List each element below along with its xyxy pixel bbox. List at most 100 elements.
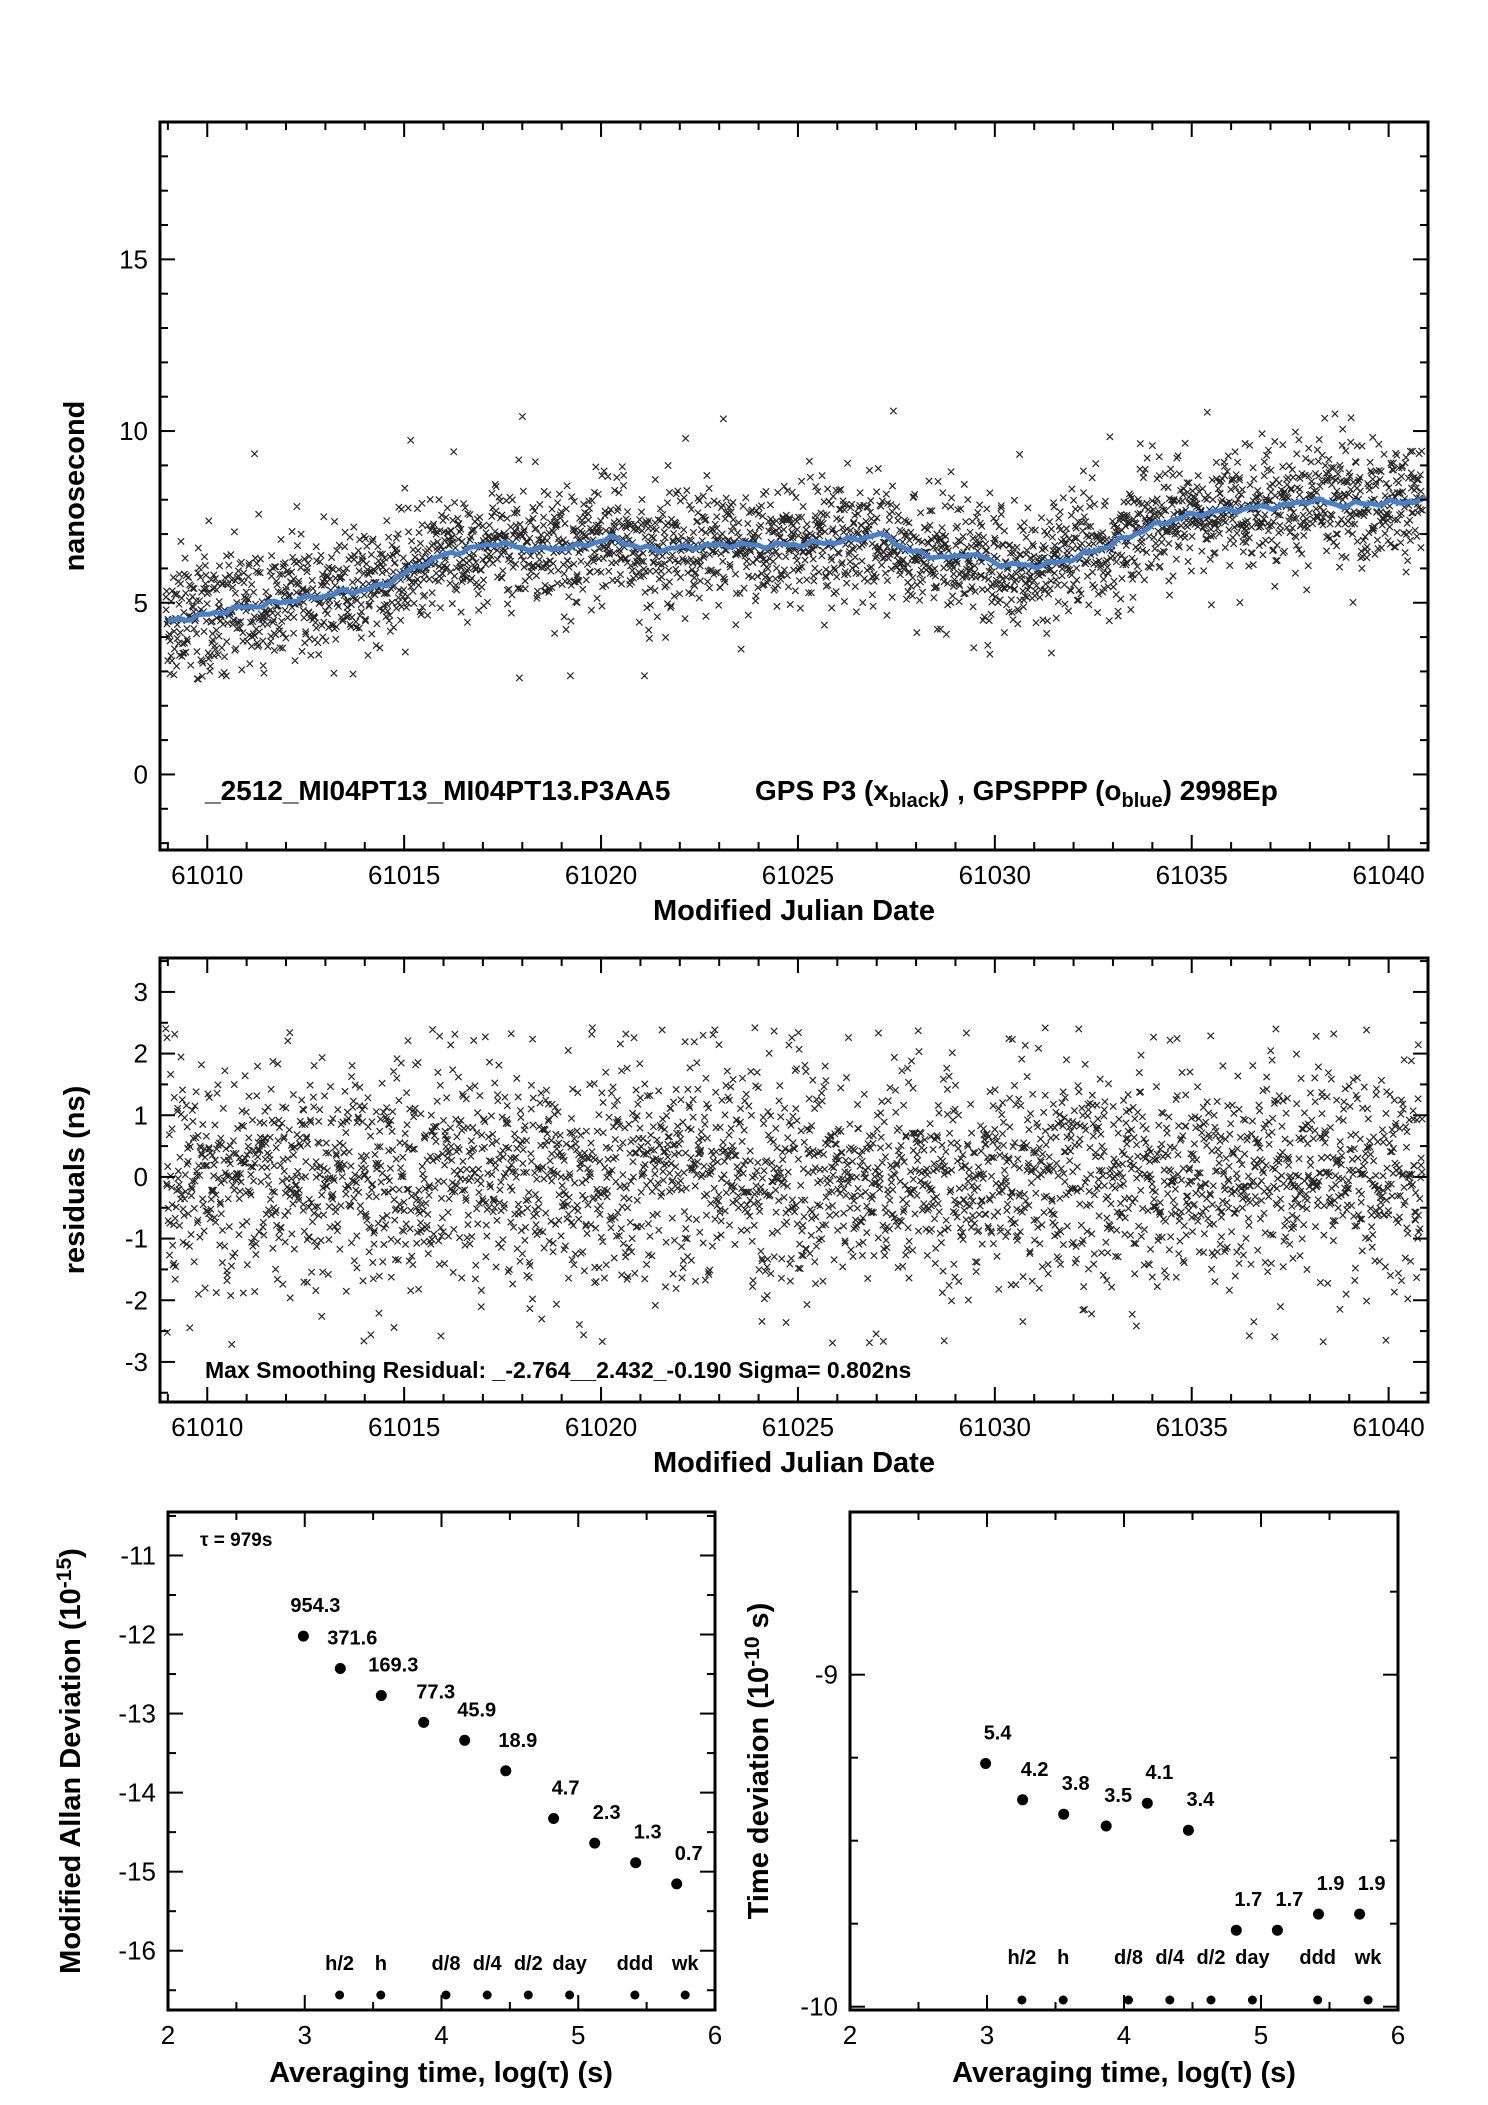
deviation-value-label: 4.2 <box>1021 1759 1049 1781</box>
x-tick-label: 61040 <box>1352 860 1424 890</box>
y-tick-label: -9 <box>815 1660 838 1690</box>
x-tick-label: 3 <box>298 2020 312 2050</box>
x-tick-label: 61010 <box>171 860 243 890</box>
tau-annotation: τ = 979s <box>200 1530 272 1551</box>
x-tick-label: 4 <box>1117 2020 1131 2050</box>
time-mark-dot <box>1247 1995 1257 2005</box>
deviation-point <box>630 1857 642 1869</box>
time-mark-label: d/2 <box>514 1953 543 1975</box>
deviation-point <box>1230 1924 1242 1936</box>
time-mark-label: d/2 <box>1197 1947 1226 1969</box>
residuals-plot-ylabel: residuals (ns) <box>59 1086 91 1275</box>
deviation-value-label: 1.9 <box>1358 1873 1386 1895</box>
y-tick-label: 10 <box>119 416 148 446</box>
time-mark-label: wk <box>671 1953 700 1975</box>
time-mark-dot <box>523 1990 533 2000</box>
gps-plot-ylabel: nanosecond <box>59 401 91 572</box>
deviation-value-label: 371.6 <box>327 1628 377 1650</box>
time-mark-dot <box>1313 1995 1323 2005</box>
y-tick-label: -11 <box>120 1540 156 1570</box>
x-tick-label: 61025 <box>762 860 834 890</box>
time-mark-dot <box>565 1990 575 2000</box>
time-mark-label: wk <box>1354 1947 1383 1969</box>
deviation-value-label: 5.4 <box>984 1723 1013 1745</box>
y-tick-label: 3 <box>134 977 148 1007</box>
deviation-value-label: 3.5 <box>1104 1785 1132 1807</box>
time-mark-dot <box>1206 1995 1216 2005</box>
deviation-point <box>1100 1820 1112 1832</box>
time-mark-dot <box>441 1990 451 2000</box>
time-mark-label: h/2 <box>325 1953 354 1975</box>
time-mark-label: ddd <box>1299 1947 1336 1969</box>
deviation-value-label: 18.9 <box>498 1730 537 1752</box>
axes-frame <box>166 1510 717 2012</box>
time-mark-label: d/8 <box>432 1953 461 1975</box>
deviation-points: 954.3 371.6 169.3 77.345.918.9 4.7 2.3 1.3 0.7 <box>290 1595 703 1890</box>
y-tick-label: -3 <box>125 1347 148 1377</box>
averaging-time-marks: h/2 h d/8 d/4 d/2 day ddd wk <box>1007 1947 1382 2005</box>
deviation-value-label: 0.7 <box>675 1843 703 1865</box>
deviation-point <box>671 1878 683 1890</box>
y-tick-label: 15 <box>119 244 148 274</box>
y-tick-label: -15 <box>118 1857 156 1887</box>
x-tick-label: 61015 <box>368 860 440 890</box>
x-tick-label: 3 <box>980 2020 994 2050</box>
tdev-plot-ylabel: Time deviation (10-10 s) <box>741 1603 775 1920</box>
time-mark-dot <box>1165 1995 1175 2005</box>
time-mark-dot <box>376 1990 386 2000</box>
deviation-value-label: 1.7 <box>1234 1889 1262 1911</box>
y-tick-label: -14 <box>118 1778 156 1808</box>
x-tick-label: 61040 <box>1352 1412 1424 1442</box>
y-tick-label: 5 <box>134 588 148 618</box>
x-tick-label: 61030 <box>959 1412 1031 1442</box>
y-tick-label: -1 <box>125 1224 148 1254</box>
deviation-point <box>1354 1908 1366 1920</box>
tick-labels: 61010 61015 61020 61025 61030 61035 61040 -3 -2 -… <box>125 977 1425 1442</box>
x-tick-label: 6 <box>1391 2020 1405 2050</box>
y-tick-label: 0 <box>134 759 148 789</box>
axes-frame <box>158 120 1430 852</box>
time-mark-label: h <box>375 1953 387 1975</box>
x-tick-label: 61025 <box>762 1412 834 1442</box>
x-tick-label: 6 <box>708 2020 722 2050</box>
x-tick-label: 61015 <box>368 1412 440 1442</box>
time-mark-dot <box>1017 1995 1027 2005</box>
deviation-point <box>297 1630 309 1642</box>
deviation-point <box>589 1837 601 1849</box>
time-mark-label: d/8 <box>1114 1947 1143 1969</box>
x-tick-label: 61035 <box>1156 1412 1228 1442</box>
deviation-point <box>1017 1794 1029 1806</box>
time-mark-label: ddd <box>617 1953 654 1975</box>
deviation-value-label: 3.8 <box>1062 1773 1090 1795</box>
time-mark-dot <box>335 1990 345 2000</box>
deviation-point <box>1182 1824 1194 1836</box>
y-tick-label: -10 <box>800 1992 838 2022</box>
deviation-value-label: 1.7 <box>1275 1889 1303 1911</box>
tick-labels: 61010 61015 61020 61025 61030 61035 61040 0 5 10 1… <box>119 244 1425 890</box>
time-mark-label: day <box>552 1953 587 1975</box>
time-mark-dot <box>1124 1995 1133 2005</box>
deviation-value-label: 3.4 <box>1186 1789 1215 1811</box>
tick-labels: 2 3 4 5 6 -11 -12 -13 -14 -15 -16 <box>118 1540 722 2050</box>
deviation-point <box>1271 1924 1283 1936</box>
modified-allan-deviation-plot: 2 3 4 5 6 -11 -12 -13 -14 -15 -16 954.3 371.6 169.3 77… <box>118 1510 722 2050</box>
deviation-point <box>1058 1808 1070 1820</box>
time-mark-dot <box>1363 1995 1373 2005</box>
deviation-point <box>500 1765 512 1777</box>
y-tick-label: -12 <box>118 1620 156 1650</box>
x-tick-label: 5 <box>571 2020 585 2050</box>
deviation-value-label: 4.1 <box>1145 1762 1173 1784</box>
time-mark-dot <box>630 1990 640 2000</box>
deviation-point <box>1141 1797 1153 1809</box>
time-deviation-plot: 2 3 4 5 6 -9 -10 5.4 4.2 3.8 3.5 4.1 3.4 1.7 1.7 1.9 1.9… <box>800 1510 1405 2050</box>
y-tick-label: -13 <box>118 1699 156 1729</box>
y-tick-label: -2 <box>125 1285 148 1315</box>
mdev-plot-ylabel: Modified Allan Deviation (10-15) <box>53 1548 87 1974</box>
x-tick-label: 61030 <box>959 860 1031 890</box>
gps-plot-xlabel: Modified Julian Date <box>653 895 935 927</box>
dataset-id-label: _2512_MI04PT13_MI04PT13.P3AA5 <box>204 775 670 806</box>
residuals-plot: 61010 61015 61020 61025 61030 61035 61040 -3 -2 -… <box>125 956 1430 1442</box>
y-tick-label: 1 <box>134 1100 148 1130</box>
x-tick-label: 2 <box>843 2020 857 2050</box>
deviation-point <box>548 1813 560 1824</box>
